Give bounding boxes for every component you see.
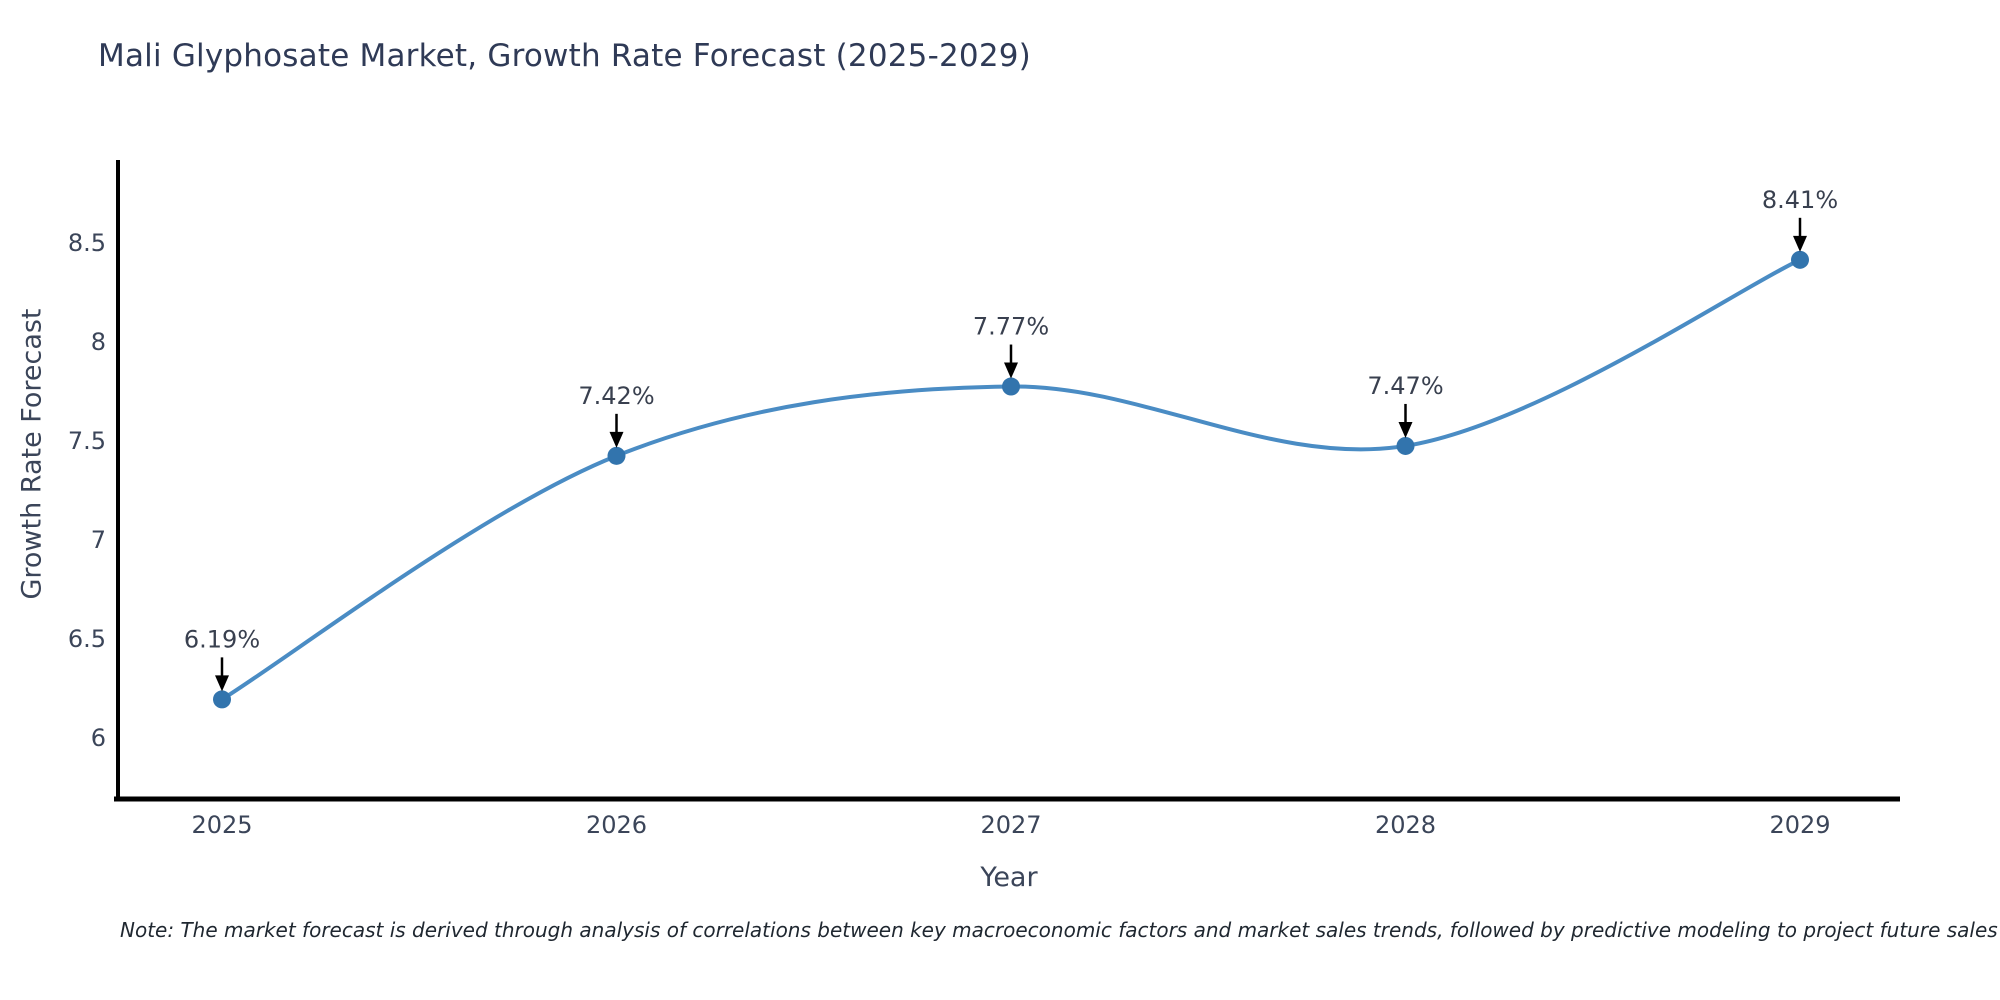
annotation-arrowhead-icon (609, 431, 624, 448)
y-tick-label: 6 (91, 724, 106, 752)
data-point-annotation: 8.41% (1762, 186, 1838, 214)
data-point (607, 446, 626, 465)
x-tick-label: 2025 (191, 811, 252, 839)
annotation-arrowhead-icon (1004, 362, 1018, 379)
y-tick-label: 8.5 (68, 229, 106, 257)
y-tick-label: 6.5 (68, 625, 106, 653)
y-axis-title: Growth Rate Forecast (16, 308, 48, 600)
x-tick-label: 2028 (1375, 811, 1436, 839)
chart-title: Mali Glyphosate Market, Growth Rate Fore… (98, 38, 1031, 74)
data-point (1791, 250, 1809, 269)
data-point-annotation: 6.19% (184, 625, 260, 653)
data-point-annotation: 7.77% (973, 313, 1049, 341)
footnote: Note: The market forecast is derived thr… (120, 918, 1998, 942)
x-tick-label: 2029 (1769, 811, 1830, 839)
data-point-annotation: 7.42% (578, 382, 654, 410)
y-tick-label: 8 (91, 328, 106, 356)
x-tick-label: 2026 (586, 811, 647, 839)
data-point (1002, 377, 1020, 396)
data-point (1396, 436, 1415, 455)
x-axis-title: Year (980, 862, 1038, 893)
y-tick-label: 7.5 (68, 427, 106, 455)
annotation-arrowhead-icon (1793, 235, 1807, 252)
y-tick-label: 7 (91, 526, 106, 554)
x-tick-label: 2027 (980, 811, 1041, 839)
data-point (213, 690, 231, 709)
annotation-arrowhead-icon (1398, 421, 1413, 438)
annotation-arrowhead-icon (215, 675, 229, 692)
data-point-annotation: 7.47% (1367, 372, 1443, 400)
